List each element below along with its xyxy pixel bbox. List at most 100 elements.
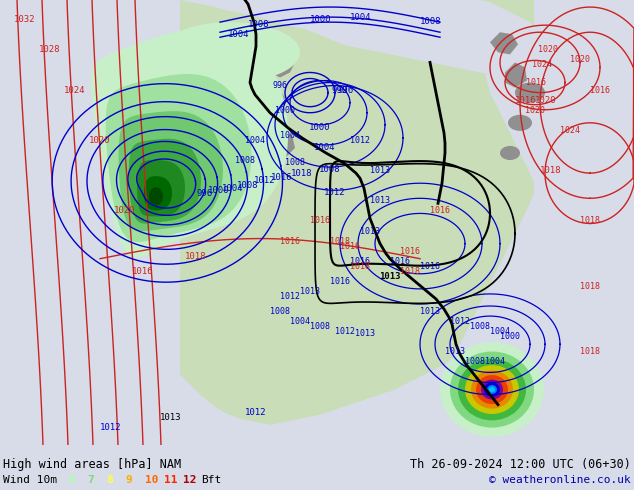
Text: 12: 12 bbox=[183, 475, 196, 486]
Text: 1012: 1012 bbox=[100, 423, 122, 432]
Ellipse shape bbox=[484, 382, 500, 397]
Text: 10: 10 bbox=[145, 475, 158, 486]
Text: 1016: 1016 bbox=[271, 172, 293, 182]
Text: 11: 11 bbox=[164, 475, 177, 486]
Text: 1008: 1008 bbox=[248, 20, 269, 29]
Text: Th 26-09-2024 12:00 UTC (06+30): Th 26-09-2024 12:00 UTC (06+30) bbox=[410, 458, 631, 470]
Text: 1008: 1008 bbox=[420, 17, 441, 26]
Ellipse shape bbox=[440, 343, 544, 437]
Polygon shape bbox=[160, 22, 300, 82]
Text: 1013: 1013 bbox=[420, 307, 440, 316]
Polygon shape bbox=[260, 48, 295, 77]
Text: 1008: 1008 bbox=[465, 357, 485, 367]
Text: 1004: 1004 bbox=[221, 184, 243, 193]
Text: 1013: 1013 bbox=[300, 287, 320, 296]
Polygon shape bbox=[255, 88, 285, 118]
Ellipse shape bbox=[489, 387, 495, 392]
Text: High wind areas [hPa] NAM: High wind areas [hPa] NAM bbox=[3, 458, 181, 470]
Text: 6: 6 bbox=[68, 475, 75, 486]
Text: 1008: 1008 bbox=[235, 156, 255, 165]
Text: 1008: 1008 bbox=[320, 165, 340, 174]
Text: 1016: 1016 bbox=[526, 77, 546, 87]
Text: 1020: 1020 bbox=[538, 46, 558, 54]
Text: 1000: 1000 bbox=[275, 106, 295, 115]
Polygon shape bbox=[137, 160, 185, 217]
Text: Bft: Bft bbox=[202, 475, 222, 486]
Text: 1012: 1012 bbox=[280, 292, 300, 301]
Text: 1016: 1016 bbox=[590, 86, 610, 95]
Text: 1018: 1018 bbox=[580, 282, 600, 291]
Text: 1004: 1004 bbox=[350, 13, 372, 22]
Text: 1000: 1000 bbox=[310, 15, 332, 24]
Text: 1012: 1012 bbox=[350, 136, 370, 145]
Text: 996: 996 bbox=[338, 86, 354, 95]
Text: 1016: 1016 bbox=[430, 206, 450, 216]
Text: 1018: 1018 bbox=[400, 267, 420, 276]
Ellipse shape bbox=[476, 375, 508, 404]
Polygon shape bbox=[91, 28, 288, 257]
Text: 1004: 1004 bbox=[290, 317, 310, 326]
Polygon shape bbox=[119, 111, 223, 231]
Text: 1018: 1018 bbox=[291, 169, 313, 178]
Text: 1008: 1008 bbox=[237, 181, 258, 190]
Ellipse shape bbox=[465, 365, 519, 414]
Text: 1018: 1018 bbox=[350, 262, 370, 271]
Text: 1020: 1020 bbox=[525, 106, 545, 115]
Text: 1032: 1032 bbox=[14, 15, 36, 24]
Ellipse shape bbox=[487, 385, 497, 394]
Text: 1013: 1013 bbox=[360, 226, 380, 236]
Polygon shape bbox=[129, 139, 201, 223]
Text: 1004: 1004 bbox=[280, 131, 300, 140]
Text: 8: 8 bbox=[107, 475, 113, 486]
Text: 1016: 1016 bbox=[330, 277, 350, 286]
Text: 1012: 1012 bbox=[245, 408, 266, 416]
Text: 1018: 1018 bbox=[185, 252, 207, 261]
Text: 1012: 1012 bbox=[335, 327, 355, 336]
Text: 1016: 1016 bbox=[420, 262, 440, 271]
Text: © weatheronline.co.uk: © weatheronline.co.uk bbox=[489, 475, 631, 486]
Polygon shape bbox=[165, 45, 275, 90]
Text: 1016: 1016 bbox=[390, 257, 410, 266]
Ellipse shape bbox=[515, 82, 545, 103]
Ellipse shape bbox=[471, 370, 513, 409]
Text: 1016: 1016 bbox=[515, 96, 536, 105]
Text: 996: 996 bbox=[273, 80, 287, 90]
Text: 1013: 1013 bbox=[445, 347, 465, 356]
Text: 1024: 1024 bbox=[560, 126, 580, 135]
Polygon shape bbox=[106, 74, 252, 242]
Text: 1004: 1004 bbox=[245, 136, 265, 145]
Text: 1018: 1018 bbox=[580, 217, 600, 225]
Text: 1016: 1016 bbox=[310, 217, 330, 225]
Text: 1020: 1020 bbox=[114, 206, 136, 216]
Text: 1008: 1008 bbox=[285, 158, 305, 167]
Text: Wind 10m: Wind 10m bbox=[3, 475, 57, 486]
Polygon shape bbox=[505, 62, 527, 88]
Text: 1008: 1008 bbox=[270, 307, 290, 316]
Ellipse shape bbox=[458, 359, 526, 420]
Text: 1012: 1012 bbox=[450, 317, 470, 326]
Polygon shape bbox=[480, 0, 534, 27]
Ellipse shape bbox=[481, 380, 503, 399]
Polygon shape bbox=[144, 176, 172, 210]
Ellipse shape bbox=[508, 115, 532, 131]
Text: 1008: 1008 bbox=[470, 322, 490, 331]
Text: 1028: 1028 bbox=[39, 46, 61, 54]
Text: 9: 9 bbox=[126, 475, 133, 486]
Polygon shape bbox=[149, 187, 163, 205]
Text: 1016: 1016 bbox=[133, 267, 154, 276]
Text: 1018: 1018 bbox=[540, 166, 562, 175]
Text: 1000: 1000 bbox=[309, 123, 331, 132]
Text: 1004: 1004 bbox=[485, 357, 505, 367]
Polygon shape bbox=[270, 133, 295, 158]
Text: 1013: 1013 bbox=[160, 413, 181, 422]
Text: 1012: 1012 bbox=[254, 176, 276, 185]
Text: 1016: 1016 bbox=[340, 242, 360, 250]
Polygon shape bbox=[180, 0, 534, 425]
Text: 1013: 1013 bbox=[355, 329, 375, 338]
Text: 1013: 1013 bbox=[370, 166, 390, 175]
Text: 1013: 1013 bbox=[379, 272, 401, 281]
Text: 1018: 1018 bbox=[330, 237, 350, 245]
Polygon shape bbox=[490, 32, 518, 54]
Text: 1020: 1020 bbox=[89, 136, 111, 145]
Text: 1008: 1008 bbox=[310, 322, 330, 331]
